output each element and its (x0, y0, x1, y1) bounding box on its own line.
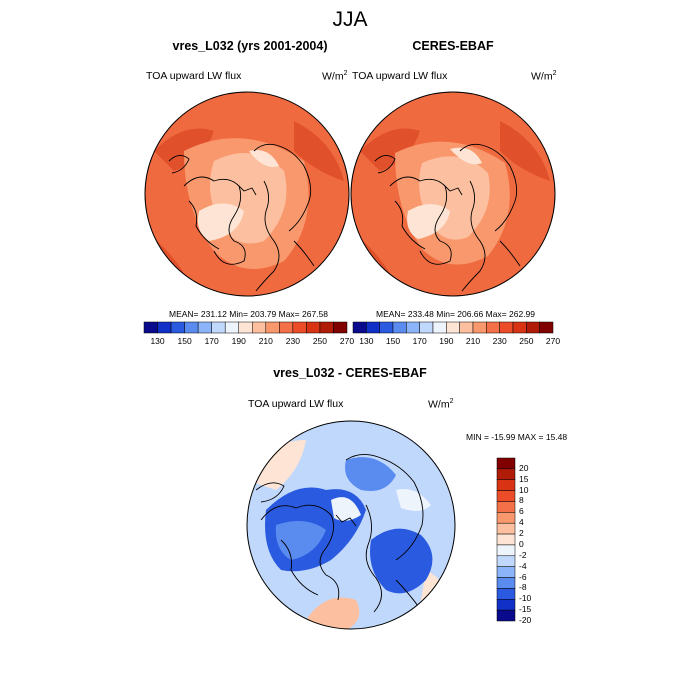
colorbar-tick-label: 15 (519, 473, 529, 484)
colorbar-swatch (319, 321, 334, 334)
colorbar-swatch (496, 457, 516, 470)
colorbar-tick-label: 190 (439, 336, 454, 346)
panel-1-stats: MEAN= 231.12 Min= 203.79 Max= 267.58 (169, 309, 329, 319)
colorbar-tick-label: -6 (519, 571, 527, 582)
colorbar-tick-label: 150 (177, 336, 192, 346)
panel-2-polar-map (350, 91, 556, 297)
colorbar-tick-label: 4 (519, 517, 524, 528)
colorbar-swatch (333, 321, 348, 334)
colorbar-swatch (496, 479, 516, 491)
colorbar-swatch (526, 321, 540, 334)
colorbar-swatch (539, 321, 554, 334)
main-title: JJA (332, 8, 368, 31)
colorbar-tick-label: 250 (519, 336, 534, 346)
colorbar-swatch (379, 321, 394, 334)
colorbar-swatch (419, 321, 434, 334)
colorbar-swatch (392, 321, 407, 334)
colorbar-tick-label: 270 (339, 336, 355, 346)
colorbar-tick-label: 170 (204, 336, 219, 346)
difference-colorbar (496, 457, 516, 622)
colorbar-swatch (496, 533, 516, 546)
colorbar-tick-label: -4 (519, 560, 527, 571)
difference-units: W/m2 (428, 398, 454, 411)
colorbar-swatch (496, 555, 516, 567)
colorbar-swatch (496, 609, 516, 622)
colorbar-swatch (406, 321, 420, 334)
colorbar-tick-label: -15 (519, 604, 532, 615)
panel-2-title: CERES-EBAF (412, 39, 494, 53)
colorbar-swatch (306, 321, 321, 334)
colorbar-swatch (496, 544, 516, 557)
colorbar-swatch (184, 321, 199, 334)
colorbar-swatch (224, 321, 239, 334)
colorbar-tick-label: 8 (519, 495, 524, 506)
colorbar-tick-label: 170 (412, 336, 427, 346)
difference-polar-map (246, 420, 456, 630)
colorbar-swatch (170, 321, 185, 334)
colorbar-swatch (499, 321, 514, 334)
colorbar-tick-label: -8 (519, 582, 527, 593)
colorbar-swatch (238, 321, 253, 334)
colorbar-swatch (486, 321, 500, 334)
difference-title: vres_L032 - CERES-EBAF (273, 366, 427, 380)
colorbar-tick-label: 6 (519, 506, 524, 517)
panel-2-variable: TOA upward LW flux (352, 70, 448, 82)
colorbar-swatch (496, 490, 516, 502)
colorbar-swatch (292, 321, 307, 334)
colorbar-swatch (366, 321, 380, 334)
colorbar-tick-label: -2 (519, 549, 527, 560)
colorbar-tick-label: 210 (465, 336, 481, 346)
colorbar-tick-label: 190 (231, 336, 246, 346)
colorbar-swatch (252, 321, 267, 334)
panel-2-stats: MEAN= 233.48 Min= 206.66 Max= 262.99 (376, 309, 536, 319)
colorbar-swatch (197, 321, 212, 334)
colorbar-tick-label: 10 (519, 484, 529, 495)
panel-1-title: vres_L032 (yrs 2001-2004) (172, 39, 328, 53)
colorbar-tick-label: 230 (285, 336, 300, 346)
colorbar-swatch (472, 321, 487, 334)
colorbar-swatch (496, 577, 516, 589)
panel-2-units: W/m2 (531, 70, 557, 83)
colorbar-swatch (279, 321, 294, 334)
colorbar-tick-label: -10 (519, 593, 532, 604)
colorbar-tick-label: 2 (519, 528, 524, 539)
colorbar-swatch (157, 321, 172, 334)
colorbar-tick-label: 130 (150, 336, 165, 346)
colorbar-swatch (512, 321, 527, 334)
colorbar-swatch (459, 321, 474, 334)
colorbar-tick-label: 270 (545, 336, 561, 346)
panel-1-units: W/m2 (322, 70, 348, 83)
colorbar-tick-label: 130 (359, 336, 374, 346)
panel-1-polar-map (144, 91, 350, 297)
panel-2-colorbar (352, 321, 554, 334)
difference-variable: TOA upward LW flux (248, 398, 344, 410)
colorbar-swatch (446, 321, 460, 334)
colorbar-swatch (496, 566, 516, 578)
colorbar-swatch (211, 321, 226, 334)
colorbar-swatch (496, 501, 516, 513)
colorbar-swatch (143, 321, 158, 334)
colorbar-tick-label: 250 (312, 336, 328, 346)
colorbar-swatch (496, 468, 516, 480)
colorbar-swatch (496, 512, 516, 524)
colorbar-tick-label: 0 (519, 538, 524, 549)
colorbar-tick-label: 230 (492, 336, 507, 346)
panel-1-variable: TOA upward LW flux (146, 70, 242, 82)
colorbar-swatch (496, 522, 516, 535)
colorbar-swatch (496, 588, 516, 600)
difference-stats: MIN = -15.99 MAX = 15.48 (466, 432, 568, 442)
colorbar-swatch (496, 599, 516, 611)
colorbar-tick-label: 20 (519, 462, 529, 473)
colorbar-tick-label: 210 (258, 336, 273, 346)
colorbar-tick-label: -20 (519, 615, 532, 625)
colorbar-swatch (432, 321, 447, 334)
colorbar-tick-label: 150 (385, 336, 401, 346)
colorbar-swatch (352, 321, 367, 334)
colorbar-swatch (265, 321, 280, 334)
panel-1-colorbar (143, 321, 348, 334)
